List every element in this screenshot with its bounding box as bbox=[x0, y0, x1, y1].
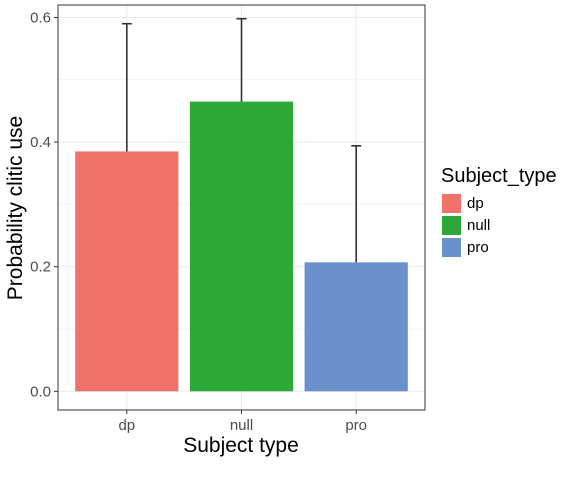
y-axis-title: Probability clitic use bbox=[4, 116, 27, 300]
error-bar-dp bbox=[121, 22, 132, 152]
x-axis-title: Subject type bbox=[183, 434, 299, 457]
legend-title: Subject_type bbox=[441, 165, 557, 187]
bar-pro bbox=[304, 262, 408, 392]
legend-swatch bbox=[442, 216, 461, 235]
x-tick-label: dp bbox=[118, 417, 135, 434]
bar-null bbox=[189, 101, 294, 392]
y-tick-label: 0.6 bbox=[30, 9, 51, 26]
legend-label: pro bbox=[467, 239, 489, 256]
x-tick-label: pro bbox=[345, 417, 367, 434]
legend-swatch bbox=[442, 238, 461, 257]
legend-label: null bbox=[467, 217, 490, 234]
x-axis: dp null pro bbox=[118, 410, 367, 434]
bars bbox=[75, 101, 408, 392]
legend-item-pro: pro bbox=[442, 238, 489, 257]
y-tick-label: 0.4 bbox=[30, 134, 51, 151]
legend-swatch bbox=[442, 194, 461, 213]
x-tick-label: null bbox=[230, 417, 253, 434]
legend-label: dp bbox=[467, 195, 484, 212]
legend-item-null: null bbox=[442, 216, 490, 235]
y-tick-label: 0.0 bbox=[30, 383, 51, 400]
error-bar-pro bbox=[351, 145, 362, 263]
y-axis: 0.0 0.2 0.4 0.6 bbox=[30, 9, 58, 400]
y-tick-label: 0.2 bbox=[30, 259, 51, 276]
error-bars bbox=[121, 17, 362, 263]
bar-dp bbox=[75, 151, 179, 392]
legend-item-dp: dp bbox=[442, 194, 484, 213]
error-bar-null bbox=[236, 17, 247, 102]
legend: Subject_type dp null pro bbox=[441, 165, 557, 257]
